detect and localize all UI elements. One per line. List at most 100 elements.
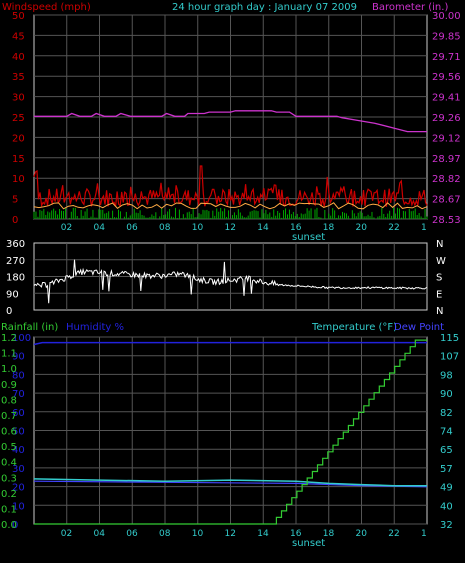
temp-tick-label: 40 xyxy=(440,501,453,512)
wind-tick-label: 40 xyxy=(12,52,25,63)
rain-tick-label: 0.1 xyxy=(1,504,17,515)
baro-tick-label: 29.26 xyxy=(432,113,461,124)
chart-title: 24 hour graph day : January 07 2009 xyxy=(172,2,357,13)
temp-tick-label: 115 xyxy=(440,333,459,344)
dir-tick-label: 360 xyxy=(6,239,25,250)
wind-tick-label: 5 xyxy=(12,195,18,206)
rain-tick-label: 1.2 xyxy=(1,333,17,344)
temp-tick-label: 57 xyxy=(440,464,453,475)
rainfall-axis-label: Rainfall (in) xyxy=(1,322,58,333)
humidity-tick-label: 40 xyxy=(12,445,25,456)
x-tick-label: 18 xyxy=(323,223,335,233)
temp-tick-label: 32 xyxy=(440,520,453,531)
x-tick-label: 06 xyxy=(126,529,138,539)
temp-tick-label: 65 xyxy=(440,445,453,456)
wind-tick-label: 45 xyxy=(12,31,25,42)
dir-tick-label: 0 xyxy=(6,306,12,317)
barometer-axis-label: Barometer (in.) xyxy=(372,2,448,13)
dir-tick-label: 90 xyxy=(6,289,19,300)
wind-tick-label: 0 xyxy=(12,215,18,226)
x-tick-label: 22 xyxy=(388,223,399,233)
wind-tick-label: 10 xyxy=(12,174,25,185)
humidity-tick-label: 50 xyxy=(12,427,25,438)
wind-tick-label: 15 xyxy=(12,154,25,165)
baro-tick-label: 29.56 xyxy=(432,72,461,83)
temp-tick-label: 74 xyxy=(440,427,453,438)
rain-tick-label: 0.6 xyxy=(1,427,17,438)
x-tick-label: 06 xyxy=(126,223,138,233)
x-tick-label: 22 xyxy=(388,529,399,539)
dir-compass-label: N xyxy=(436,306,443,317)
windspeed-axis-label: Windspeed (mph) xyxy=(2,2,91,13)
rain-tick-label: 0.7 xyxy=(1,411,17,422)
baro-tick-label: 28.97 xyxy=(432,154,461,165)
x-tick-label: 14 xyxy=(257,223,269,233)
baro-tick-label: 28.53 xyxy=(432,215,461,226)
barometer-line xyxy=(34,110,427,133)
x-tick-label: 04 xyxy=(94,223,106,233)
windspeed-line xyxy=(33,165,428,208)
dir-compass-label: E xyxy=(436,289,442,300)
sunset-annotation-top: sunset xyxy=(292,232,325,243)
dir-tick-label: 180 xyxy=(6,273,25,284)
rainfall-line xyxy=(34,339,427,525)
x-tick-label: 1 xyxy=(421,223,427,233)
temp-tick-label: 107 xyxy=(440,352,459,363)
baro-tick-label: 28.82 xyxy=(432,174,461,185)
humidity-tick-label: 80 xyxy=(12,370,25,381)
rain-tick-label: 0.0 xyxy=(1,520,17,531)
rain-tick-label: 1.1 xyxy=(1,349,17,360)
temp-tick-label: 49 xyxy=(440,483,453,494)
wind-tick-label: 30 xyxy=(12,93,25,104)
x-tick-label: 1 xyxy=(421,529,427,539)
sunset-annotation-bottom: sunset xyxy=(292,538,325,549)
baro-tick-label: 29.41 xyxy=(432,93,461,104)
wind-tick-label: 25 xyxy=(12,113,25,124)
x-tick-label: 08 xyxy=(159,223,171,233)
x-tick-label: 04 xyxy=(94,529,106,539)
x-tick-label: 20 xyxy=(356,223,368,233)
wind-tick-label: 35 xyxy=(12,72,25,83)
dir-tick-label: 270 xyxy=(6,256,25,267)
baro-tick-label: 29.12 xyxy=(432,133,461,144)
rain-tick-label: 0.5 xyxy=(1,442,17,453)
temp-tick-label: 98 xyxy=(440,370,453,381)
temperature-axis-label: Temperature (°F) xyxy=(311,322,397,333)
dir-compass-label: S xyxy=(436,273,442,284)
temp-tick-label: 82 xyxy=(440,408,453,419)
x-tick-label: 10 xyxy=(192,223,204,233)
rain-tick-label: 0.2 xyxy=(1,489,17,500)
dir-compass-label: N xyxy=(436,239,443,250)
rain-tick-label: 0.9 xyxy=(1,380,17,391)
x-tick-label: 16 xyxy=(290,223,302,233)
rain-tick-label: 0.4 xyxy=(1,458,17,469)
temp-tick-label: 90 xyxy=(440,389,453,400)
humidity-tick-label: 60 xyxy=(12,408,25,419)
wind-avg-line xyxy=(33,202,428,210)
x-tick-label: 08 xyxy=(159,529,171,539)
baro-tick-label: 29.71 xyxy=(432,52,461,63)
rain-tick-label: 0.8 xyxy=(1,395,17,406)
x-tick-label: 12 xyxy=(225,529,236,539)
humidity-tick-label: 100 xyxy=(12,333,31,344)
baro-tick-label: 28.67 xyxy=(432,195,461,206)
humidity-tick-label: 10 xyxy=(12,501,25,512)
humidity-tick-label: 20 xyxy=(12,483,25,494)
humidity-tick-label: 90 xyxy=(12,352,25,363)
humidity-tick-label: 0 xyxy=(12,520,18,531)
x-tick-label: 16 xyxy=(290,529,302,539)
dir-compass-label: W xyxy=(436,256,446,267)
humidity-axis-label: Humidity % xyxy=(66,322,124,333)
rain-tick-label: 0.3 xyxy=(1,473,17,484)
x-tick-label: 20 xyxy=(356,529,368,539)
humidity-tick-label: 70 xyxy=(12,389,25,400)
wind-direction-line xyxy=(33,259,428,304)
temperature-line xyxy=(33,478,427,487)
baro-tick-label: 30.00 xyxy=(432,11,461,22)
x-tick-label: 18 xyxy=(323,529,335,539)
dewpoint-axis-label: Dew Point xyxy=(394,322,444,333)
wind-tick-label: 20 xyxy=(12,133,25,144)
wind-tick-label: 50 xyxy=(12,11,25,22)
x-tick-label: 12 xyxy=(225,223,236,233)
rain-tick-label: 1.0 xyxy=(1,364,17,375)
